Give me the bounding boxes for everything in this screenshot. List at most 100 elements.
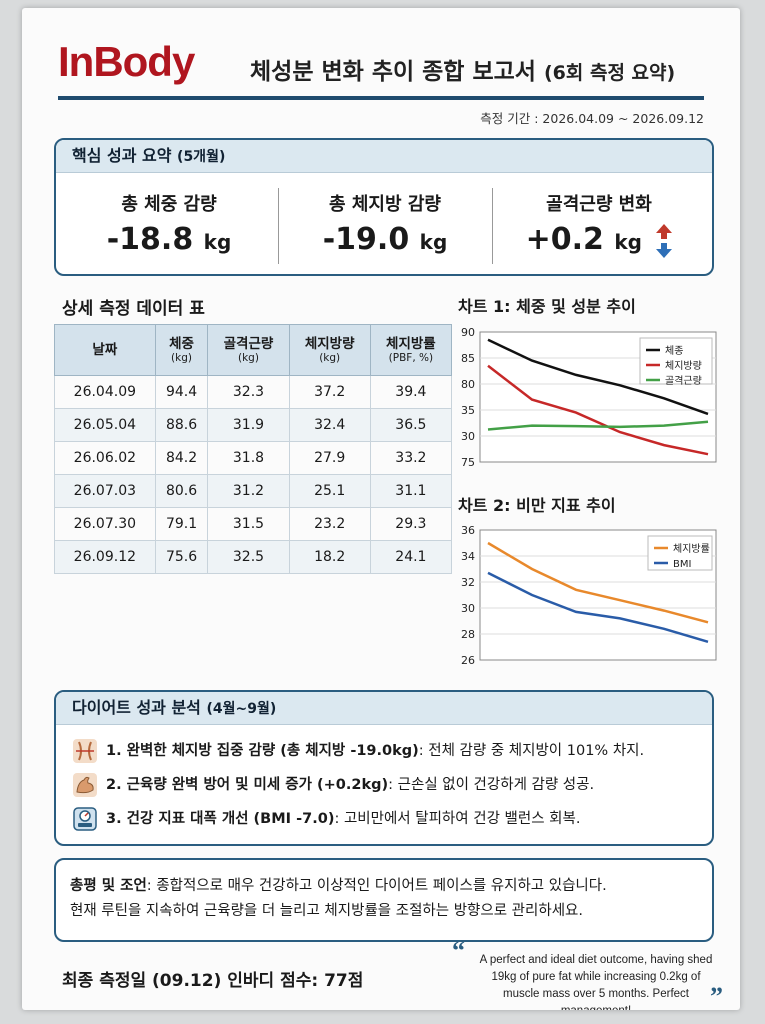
- report-header: InBody 체성분 변화 추이 종합 보고서 (6회 측정 요약): [58, 38, 704, 98]
- legend-entry: 체지방률: [673, 543, 710, 555]
- legend-entry: BMI: [673, 559, 691, 570]
- analysis-item: 1. 완벽한 체지방 집중 감량 (총 체지방 -19.0kg): 전체 감량 …: [72, 736, 644, 766]
- table-row: 26.07.03 80.6 31.2 25.1 31.1: [54, 474, 453, 508]
- report-title: 체성분 변화 추이 종합 보고서 (6회 측정 요약): [250, 52, 675, 86]
- summary-label: 총 체지방 감량: [329, 194, 441, 215]
- summary-box: 핵심 성과 요약 (5개월) 총 체중 감량 -18.8 kg 총 체지방 감량…: [54, 138, 714, 276]
- chart1-title: 차트 1: 체중 및 성분 추이: [458, 297, 636, 316]
- table-cell: 80.6: [154, 474, 209, 508]
- summary-label: 골격근량 변화: [546, 194, 652, 215]
- y-tick-label: 75: [461, 456, 475, 468]
- series-line-1: [487, 571, 709, 643]
- summary-muscle: 골격근량 변화 +0.2 kg: [494, 174, 704, 274]
- table-cell: 37.2: [288, 375, 371, 409]
- analysis-item-bold: 2. 근육량 완벽 방어 및 미세 증가 (+0.2kg): [106, 777, 389, 793]
- muscle-arm-icon: [73, 773, 97, 797]
- open-quote-icon: “: [452, 936, 465, 965]
- legend-entry: 체종: [665, 345, 683, 357]
- series-line-0: [487, 338, 709, 416]
- close-quote-icon: ”: [710, 982, 723, 1010]
- table-cell: 36.5: [369, 408, 453, 442]
- table-cell: 31.1: [369, 474, 453, 508]
- column-unit: (kg): [237, 351, 259, 364]
- obesity-index-chart: 36 34 32 30 28 26 체지방률 BMI: [461, 524, 717, 666]
- analysis-item-text: : 근손실 없이 건강하게 감량 성공.: [388, 777, 595, 793]
- column-unit: (kg): [319, 351, 341, 364]
- summary-label: 총 체중 감량: [121, 194, 217, 215]
- y-tick-label: 30: [461, 602, 475, 615]
- table-cell: 26.06.02: [54, 441, 156, 475]
- table-cell: 26.09.12: [54, 540, 156, 574]
- table-cell: 31.5: [207, 507, 290, 541]
- table-row: 26.04.09 94.4 32.3 37.2 39.4: [54, 375, 453, 409]
- table-cell: 26.05.04: [54, 408, 156, 442]
- summary-weight: 총 체중 감량 -18.8 kg: [64, 174, 274, 274]
- y-tick-label: 90: [461, 326, 475, 339]
- summary-unit: kg: [614, 230, 642, 254]
- analysis-item: 3. 건강 지표 대폭 개선 (BMI -7.0): 고비만에서 탈피하여 건강…: [72, 804, 580, 834]
- table-cell: 18.2: [288, 540, 371, 574]
- table-cell: 75.6: [154, 540, 209, 574]
- y-tick-label: 35: [461, 404, 475, 417]
- column-name: 골격근량: [223, 335, 274, 352]
- title-main: 체성분 변화 추이 종합 보고서: [250, 59, 536, 85]
- summary-number: -19.0: [322, 222, 410, 257]
- analysis-box: 다이어트 성과 분석 (4월~9월) 1. 완벽한 체지방 집중 감량 (총 체…: [54, 690, 714, 846]
- table-cell: 32.3: [207, 375, 290, 409]
- summary-quote: A perfect and ideal diet outcome, having…: [479, 954, 713, 1010]
- report-sheet: InBody 체성분 변화 추이 종합 보고서 (6회 측정 요약) 측정 기간…: [22, 8, 740, 1010]
- analysis-heading-text: 다이어트 성과 분석: [72, 698, 201, 717]
- column-header: 날짜: [54, 324, 156, 376]
- table-cell: 84.2: [154, 441, 209, 475]
- summary-divider: [278, 188, 279, 264]
- comment-line: 총평 및 조언: 종합적으로 매우 건강하고 이상적인 다이어트 페이스를 유지…: [70, 874, 698, 899]
- column-name: 체중: [169, 335, 194, 352]
- comment-label: 총평 및 조언: [70, 878, 147, 894]
- overall-comment-box: 총평 및 조언: 종합적으로 매우 건강하고 이상적인 다이어트 페이스를 유지…: [54, 858, 714, 942]
- column-header: 체지방량 (kg): [288, 324, 371, 376]
- series-line-0: [487, 541, 709, 624]
- summary-value: -18.8 kg: [64, 222, 274, 257]
- legend-entry: 체지방량: [665, 360, 702, 372]
- summary-value: +0.2 kg: [494, 222, 704, 258]
- y-tick-label: 34: [461, 550, 475, 563]
- scale-icon: [73, 807, 97, 831]
- column-name: 체지방률: [386, 335, 436, 352]
- summary-number: -18.8: [106, 222, 194, 257]
- analysis-item-text: : 고비만에서 탈피하여 건강 밸런스 회복.: [334, 811, 581, 827]
- y-tick-label: 32: [461, 576, 475, 589]
- y-tick-label: 26: [461, 654, 475, 666]
- up-down-arrow-icon: [656, 223, 673, 258]
- y-tick-label: 30: [461, 430, 475, 443]
- analysis-item: 2. 근육량 완벽 방어 및 미세 증가 (+0.2kg): 근손실 없이 건강…: [72, 770, 594, 800]
- summary-unit: kg: [419, 230, 448, 254]
- analysis-item-text: : 전체 감량 중 체지방이 101% 차지.: [418, 743, 645, 759]
- table-cell: 32.4: [288, 408, 371, 442]
- y-tick-label: 80: [461, 378, 475, 391]
- analysis-heading-sub: (4월~9월): [206, 701, 277, 717]
- measurement-period: 측정 기간 : 2026.04.09 ~ 2026.09.12: [480, 111, 704, 126]
- table-cell: 79.1: [154, 507, 209, 541]
- table-row: 26.05.04 88.6 31.9 32.4 36.5: [54, 408, 453, 442]
- summary-unit: kg: [203, 230, 232, 254]
- table-cell: 32.5: [207, 540, 290, 574]
- table-cell: 29.3: [369, 507, 453, 541]
- table-heading: 상세 측정 데이터 표: [62, 299, 205, 319]
- summary-heading-text: 핵심 성과 요약: [72, 146, 172, 165]
- summary-heading: 핵심 성과 요약 (5개월): [56, 140, 712, 173]
- legend: [647, 535, 713, 571]
- header-divider: [58, 96, 704, 100]
- final-score: 최종 측정일 (09.12) 인바디 점수: 77점: [62, 971, 364, 991]
- table-cell: 33.2: [369, 441, 453, 475]
- column-header: 골격근량 (kg): [207, 324, 290, 376]
- comment-text: : 종합적으로 매우 건강하고 이상적인 다이어트 페이스를 유지하고 있습니다…: [146, 878, 607, 894]
- series-line-2: [487, 420, 709, 431]
- column-header: 체지방률 (PBF, %): [369, 324, 453, 376]
- column-unit: (kg): [171, 351, 192, 364]
- analysis-item-bold: 1. 완벽한 체지방 집중 감량 (총 체지방 -19.0kg): [106, 743, 419, 759]
- y-tick-label: 85: [461, 352, 475, 365]
- legend: [639, 337, 713, 385]
- analysis-heading: 다이어트 성과 분석 (4월~9월): [56, 692, 712, 725]
- table-cell: 26.07.03: [54, 474, 156, 508]
